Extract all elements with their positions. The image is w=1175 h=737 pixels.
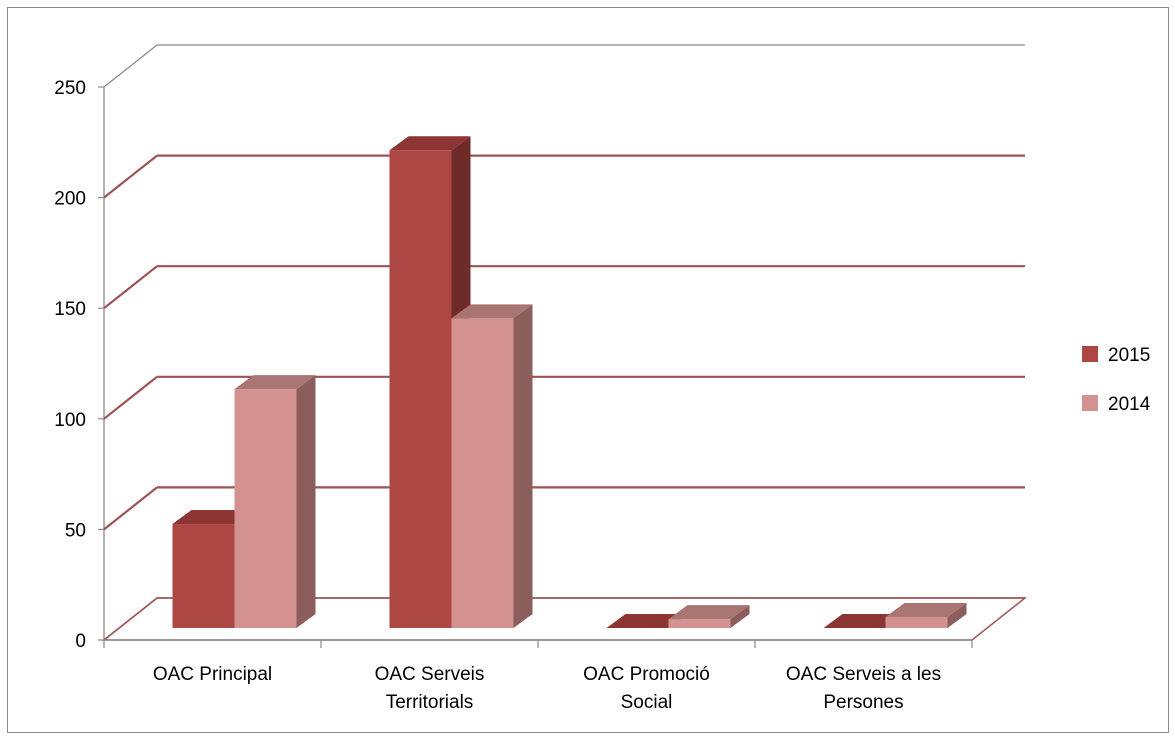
x-tick-label: OAC Serveis a les [786, 664, 941, 685]
bar-front [234, 389, 297, 628]
bar-top [451, 304, 533, 319]
gridline-side [103, 44, 158, 88]
x-tick-label: OAC Principal [153, 664, 272, 685]
legend-label-2014: 2014 [1108, 394, 1151, 415]
legend-label-2015: 2015 [1108, 345, 1150, 366]
bar-2014-2 [668, 605, 750, 628]
gridline-side [103, 597, 158, 641]
x-tick-label: Social [621, 692, 673, 713]
bar-top [389, 136, 471, 151]
x-tick-label: Persones [823, 692, 903, 713]
y-axis-ticks: 0 50 100 150 200 250 [54, 78, 104, 652]
bar-2014-1 [451, 304, 533, 628]
bar-2015-3 [823, 614, 905, 628]
gridline-side [103, 375, 158, 420]
bar-top [885, 602, 967, 617]
bar-2014-0 [234, 375, 316, 628]
bar-side [296, 375, 316, 628]
legend-swatch-2015 [1082, 346, 1098, 362]
bar-side [947, 602, 967, 628]
gridline-side [103, 486, 158, 531]
x-tick-label: Territorials [386, 692, 474, 713]
legend-swatch-2014 [1082, 395, 1098, 411]
bar-front [389, 150, 452, 628]
bar-side [513, 304, 533, 628]
bar-top [823, 614, 905, 628]
gridline-side [103, 265, 158, 310]
bars [172, 136, 967, 628]
bar-front [885, 616, 948, 628]
gridline-side [103, 154, 158, 199]
x-tick-label: OAC Promoció [583, 664, 710, 685]
bar-top [172, 510, 254, 525]
x-tick-label: OAC Serveis [375, 664, 485, 685]
bar-front [172, 524, 235, 628]
bar-top [668, 605, 750, 620]
x-axis: OAC Principal OAC Serveis Territorials OAC … [103, 639, 973, 713]
bar-2015-2 [606, 614, 688, 628]
y-tick-label: 150 [54, 299, 86, 320]
bar-side [730, 605, 750, 628]
bar-front [668, 619, 731, 628]
y-tick-label: 250 [54, 78, 86, 99]
y-tick-label: 50 [65, 520, 86, 541]
bar-front [451, 318, 514, 628]
y-tick-label: 100 [54, 410, 86, 431]
y-tick-label: 200 [54, 189, 86, 210]
bar-top [234, 375, 316, 390]
y-tick-label: 0 [75, 631, 86, 652]
bar-top [606, 614, 688, 628]
legend: 2015 2014 [1082, 345, 1151, 415]
bar-2014-3 [885, 602, 967, 628]
